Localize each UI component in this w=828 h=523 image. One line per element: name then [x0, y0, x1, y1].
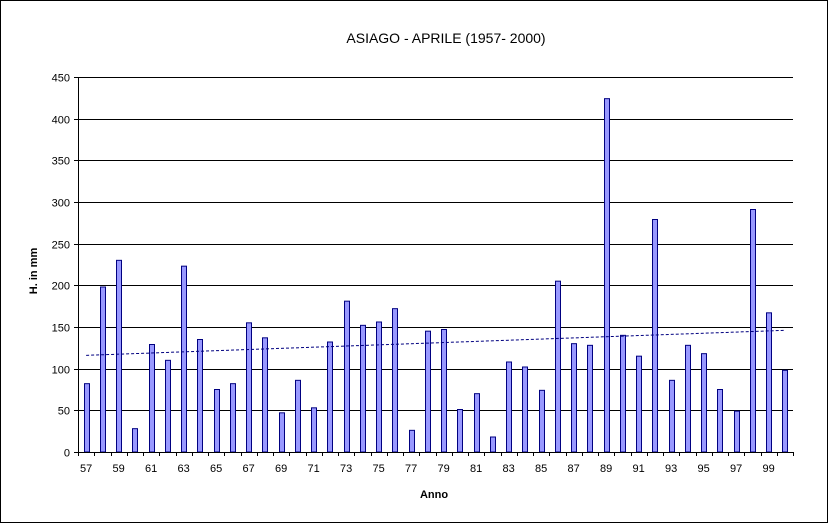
- x-tick-label: 71: [308, 463, 320, 475]
- x-tick-label: 91: [633, 463, 645, 475]
- chart-title: ASIAGO - APRILE (1957- 2000): [346, 30, 545, 46]
- bar-59: [116, 259, 122, 453]
- bar-78: [425, 330, 431, 453]
- y-tick-label: 450: [52, 73, 70, 85]
- x-tick-label: 87: [568, 463, 580, 475]
- bar-68: [262, 337, 268, 453]
- bar-63: [181, 265, 187, 453]
- bar-67: [246, 322, 252, 453]
- bar-69: [279, 412, 285, 453]
- bar-73: [344, 300, 350, 453]
- y-tick-label: 0: [64, 448, 70, 460]
- bar-91: [636, 355, 642, 453]
- x-tick-label: 65: [210, 463, 222, 475]
- bar-97: [734, 410, 740, 453]
- bar-96: [717, 389, 723, 453]
- bar-99: [766, 312, 772, 453]
- bar-80: [457, 409, 463, 453]
- bar-72: [327, 341, 333, 453]
- bar-66: [230, 383, 236, 453]
- bar-87: [571, 343, 577, 453]
- bar-65: [214, 389, 220, 453]
- bar-00: [782, 369, 788, 453]
- x-tick-label: 75: [373, 463, 385, 475]
- bar-79: [441, 329, 447, 453]
- y-tick-labels: 0 50 100 150 200 250 300 350 400 450: [52, 73, 70, 460]
- x-tick-label: 95: [698, 463, 710, 475]
- bar-74: [360, 324, 366, 453]
- bar-77: [409, 429, 415, 453]
- trend-line: [86, 329, 785, 356]
- y-tick-label: 300: [52, 198, 70, 210]
- bar-75: [376, 321, 382, 453]
- y-tick-label: 250: [52, 240, 70, 252]
- x-tick-label: 97: [730, 463, 742, 475]
- y-tick-label: 100: [52, 365, 70, 377]
- x-tick-label: 63: [178, 463, 190, 475]
- axes: [74, 77, 794, 456]
- x-tick-label: 81: [470, 463, 482, 475]
- x-tick-label: 69: [275, 463, 287, 475]
- x-tick-label: 61: [145, 463, 157, 475]
- x-tick-label: 99: [763, 463, 775, 475]
- trendline: [86, 329, 785, 356]
- x-tick-labels: 57 59 61 63 65 67 69 71 73 75 77 79 81 83 85 87 89 91 93 95…: [80, 463, 775, 475]
- y-tick-label: 150: [52, 323, 70, 335]
- bar-82: [490, 436, 496, 453]
- bar-62: [165, 359, 171, 453]
- y-tick-label: 50: [58, 406, 70, 418]
- x-tick-label: 77: [405, 463, 417, 475]
- bars: [84, 98, 788, 453]
- bar-86: [555, 280, 561, 453]
- bar-88: [587, 344, 593, 453]
- x-tick-label: 83: [503, 463, 515, 475]
- bar-92: [652, 219, 658, 453]
- x-tick-label: 57: [80, 463, 92, 475]
- bar-89: [604, 98, 610, 453]
- y-tick-label: 200: [52, 281, 70, 293]
- x-tick-label: 89: [600, 463, 612, 475]
- x-axis-title: Anno: [420, 489, 448, 501]
- bar-94: [685, 344, 691, 453]
- x-tick-label: 73: [340, 463, 352, 475]
- y-tick-label: 400: [52, 115, 70, 127]
- bar-84: [522, 366, 528, 453]
- x-tick-label: 79: [438, 463, 450, 475]
- bar-76: [392, 308, 398, 453]
- x-tick-label: 93: [665, 463, 677, 475]
- bar-60: [132, 428, 138, 453]
- bar-61: [149, 344, 155, 453]
- bar-90: [620, 334, 626, 453]
- bar-58: [100, 286, 106, 453]
- bar-95: [701, 353, 707, 453]
- bar-71: [311, 407, 317, 453]
- x-tick-label: 59: [113, 463, 125, 475]
- bar-57: [84, 383, 90, 453]
- bar-81: [474, 393, 480, 453]
- bar-70: [295, 379, 301, 453]
- bar-93: [669, 379, 675, 453]
- bar-83: [506, 361, 512, 453]
- y-tick-label: 350: [52, 156, 70, 168]
- x-tick-label: 85: [535, 463, 547, 475]
- y-axis-title: H. in mm: [28, 248, 40, 295]
- x-tick-label: 67: [243, 463, 255, 475]
- bar-64: [197, 339, 203, 453]
- bar-98: [750, 209, 756, 453]
- bar-85: [539, 389, 545, 453]
